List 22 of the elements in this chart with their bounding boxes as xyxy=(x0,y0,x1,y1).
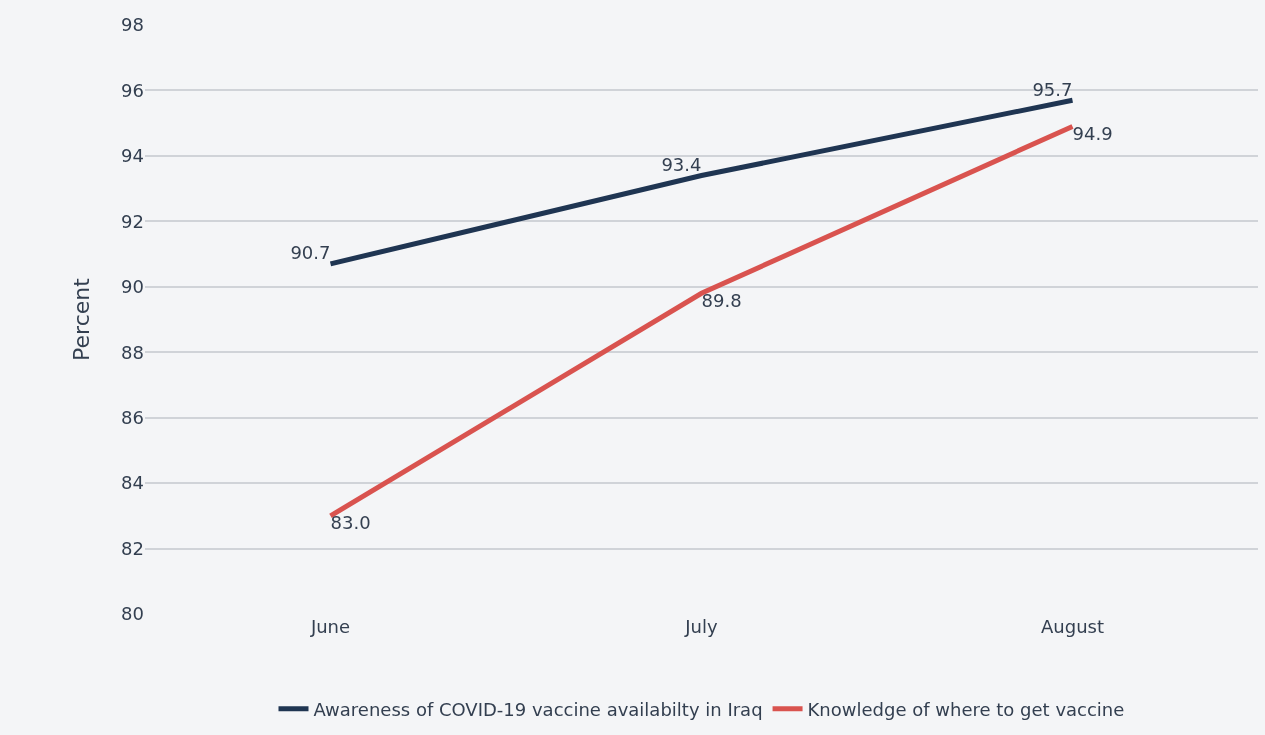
y-tick-label: 88 xyxy=(121,341,144,363)
y-axis-title: Percent xyxy=(68,277,94,361)
y-tick-label: 82 xyxy=(121,537,144,559)
data-label: 90.7 xyxy=(290,242,331,264)
data-label: 89.8 xyxy=(701,289,742,311)
y-tick-label: 80 xyxy=(121,603,144,625)
x-tick-label: August xyxy=(1041,616,1104,637)
legend-label: Knowledge of where to get vaccine xyxy=(807,698,1125,720)
y-tick-label: 96 xyxy=(121,79,144,101)
x-tick-label: July xyxy=(684,616,719,637)
y-tick-label: 86 xyxy=(121,406,144,428)
data-label: 95.7 xyxy=(1032,78,1073,100)
x-tick-label: June xyxy=(309,616,351,637)
y-tick-label: 98 xyxy=(121,14,144,36)
legend-label: Awareness of COVID-19 vaccine availabilty in Iraq xyxy=(313,698,763,720)
data-label: 93.4 xyxy=(661,154,702,176)
data-label: 83.0 xyxy=(330,512,371,534)
y-tick-label: 92 xyxy=(121,210,144,232)
y-tick-label: 94 xyxy=(121,145,144,167)
y-tick-label: 84 xyxy=(121,472,144,494)
data-label: 94.9 xyxy=(1072,122,1113,144)
y-tick-label: 90 xyxy=(121,276,144,298)
